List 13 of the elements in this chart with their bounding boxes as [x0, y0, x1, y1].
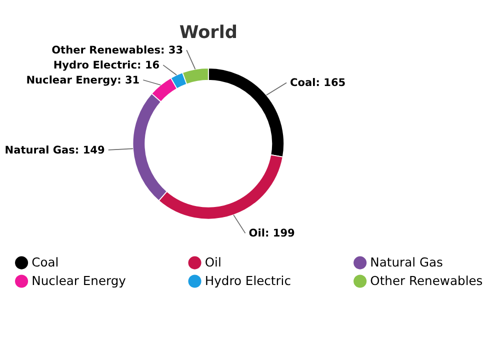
data-label: Oil: 199 — [248, 228, 295, 240]
legend-label: Hydro Electric — [204, 274, 291, 288]
data-label: Natural Gas: 149 — [4, 144, 105, 156]
legend-label: Nuclear Energy — [32, 274, 126, 288]
data-label: Hydro Electric: 16 — [53, 60, 160, 72]
chart-title: World — [179, 22, 238, 43]
data-label: Coal: 165 — [290, 77, 346, 90]
legend-label: Natural Gas — [370, 255, 443, 270]
data-label: Other Renewables: 33 — [52, 44, 184, 57]
legend-label: Oil — [204, 255, 222, 270]
legend-label: Coal — [32, 255, 59, 270]
legend-label: Other Renewables — [370, 274, 483, 288]
data-label: Nuclear Energy: 31 — [26, 74, 140, 87]
